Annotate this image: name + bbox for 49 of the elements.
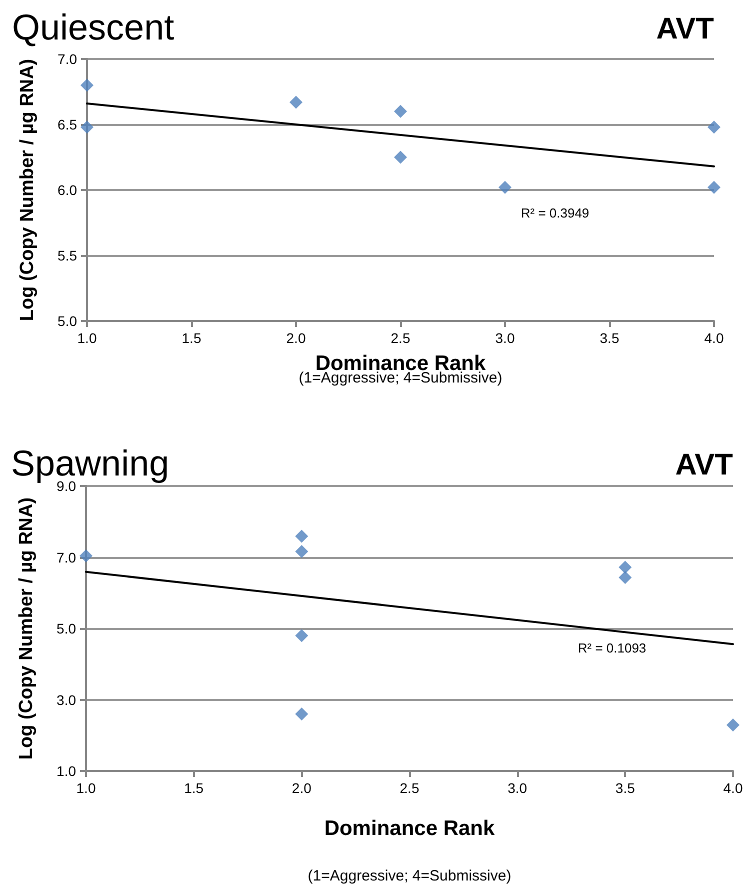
y-tick-label: 7.0 <box>58 51 78 67</box>
y-tick-label: 5.0 <box>58 313 78 329</box>
point <box>498 180 512 194</box>
x-tick-label: 4.0 <box>704 330 724 346</box>
y-tick-label: 6.0 <box>58 182 78 198</box>
x-tick-label: 1.0 <box>76 780 96 796</box>
y-tick-label: 5.5 <box>58 248 78 264</box>
point <box>80 78 94 92</box>
text: AVT <box>656 12 714 46</box>
x-tick-label: 4.0 <box>723 780 743 796</box>
annotation: R² = 0.1093 <box>578 640 646 656</box>
text: (1=Aggressive; 4=Submissive) <box>298 370 502 386</box>
annotation: R² = 0.3949 <box>520 206 590 220</box>
point <box>394 104 407 118</box>
y-tick-label: 5.0 <box>56 620 76 636</box>
chart-title: Quiescent <box>12 6 174 48</box>
x-tick-label: 2.0 <box>286 330 306 346</box>
point <box>295 530 308 543</box>
point <box>708 120 720 134</box>
x-tick-label: 3.5 <box>615 780 636 796</box>
x-tick-label: 2.5 <box>390 330 410 346</box>
point <box>618 571 632 584</box>
x-tick-label: 1.5 <box>182 330 202 346</box>
y-tick-label: 7.0 <box>56 549 76 566</box>
y-axis-title: Log (Copy Number / µg RNA) <box>17 58 38 322</box>
x-tick-label: 2.0 <box>292 780 312 796</box>
y-tick-label: 6.5 <box>58 116 78 132</box>
x-tick-label: 1.5 <box>184 780 204 796</box>
point <box>80 549 92 562</box>
point <box>708 180 720 194</box>
point <box>726 718 740 732</box>
point <box>295 545 308 558</box>
text: (1=Aggressive; 4=Submissive) <box>308 868 512 884</box>
y-tick-label: 1.0 <box>56 763 76 779</box>
x-tick-label: 2.5 <box>400 780 420 796</box>
y-axis-title: Log (Copy Number / µg RNA) <box>16 497 37 760</box>
x-axis-title: Dominance Rank <box>324 817 496 840</box>
point <box>618 560 632 574</box>
x-tick-label: 1.0 <box>77 330 97 346</box>
y-tick-label: 3.0 <box>56 692 76 708</box>
x-tick-label: 3.0 <box>508 780 528 796</box>
point <box>394 150 407 164</box>
x-tick-label: 3.0 <box>495 330 515 346</box>
x-tick-label: 3.5 <box>600 330 620 346</box>
point <box>295 629 308 642</box>
point <box>80 120 94 134</box>
point <box>295 708 308 720</box>
point <box>290 96 302 109</box>
text: AVT <box>675 448 734 482</box>
